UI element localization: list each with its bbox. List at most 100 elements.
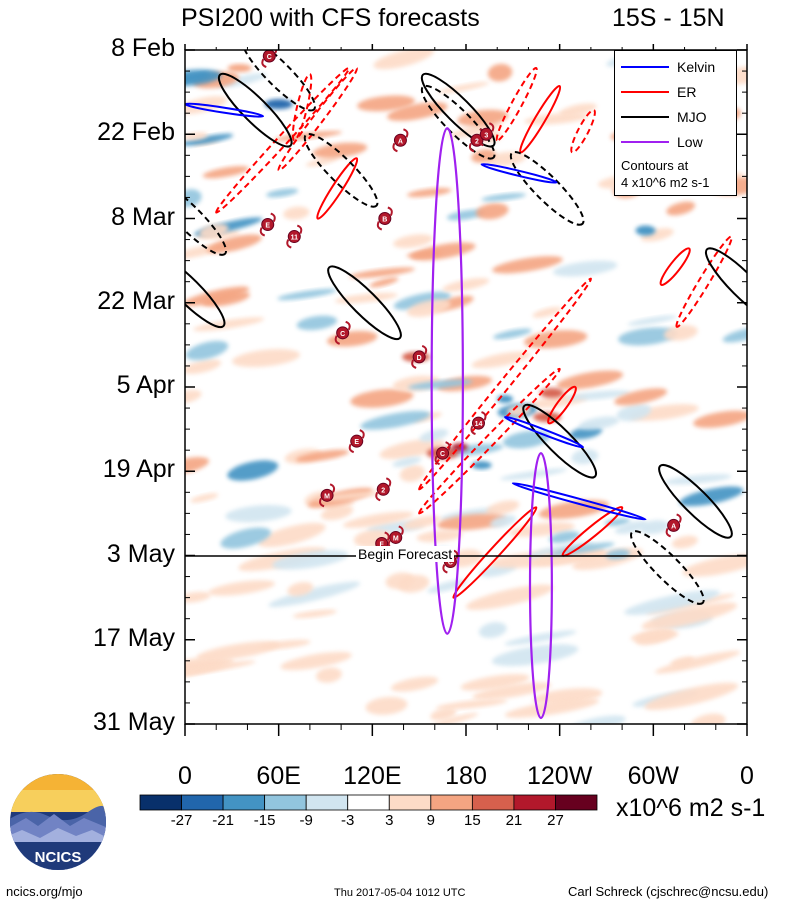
colorbar-tick-label: 21	[505, 812, 523, 829]
shading-blob	[220, 527, 271, 549]
storm-symbol	[471, 416, 485, 430]
shading-core	[227, 64, 252, 73]
shading-blob	[641, 602, 738, 630]
colorbar-swatch	[222, 794, 266, 811]
shading-blob	[481, 193, 527, 202]
legend-swatch	[621, 116, 669, 118]
shading-blob	[457, 109, 509, 127]
shading-blob	[618, 327, 677, 346]
storm-label: D	[417, 355, 422, 362]
contour-note-line2: 4 x10^6 m2 s-1	[621, 175, 710, 190]
storm-arms	[442, 549, 459, 574]
storm-marker: B	[376, 206, 393, 231]
axis-ticks	[184, 44, 748, 736]
shading-blob	[185, 189, 202, 208]
storm-marker: E	[259, 212, 276, 237]
low-frequency-contours	[430, 127, 553, 720]
storm-symbol	[667, 518, 681, 532]
storm-marker: 11	[286, 224, 303, 249]
storm-label: A	[398, 138, 403, 145]
colorbar-swatch	[513, 794, 556, 811]
storm-arms	[376, 206, 393, 231]
legend-label: Low	[677, 134, 703, 150]
x-tick-label: 60W	[627, 762, 680, 790]
region-label: 15S - 15N	[612, 4, 725, 32]
shading-blob	[392, 456, 422, 468]
x-tick-label: 180	[445, 762, 487, 790]
colorbar-units: x10^6 m2 s-1	[616, 794, 766, 822]
shading-blob	[387, 102, 448, 121]
kelvin-contour	[185, 102, 265, 118]
colorbar-tick-label: -15	[253, 812, 276, 829]
mjo-contour	[185, 253, 226, 329]
storm-marker: 14	[470, 411, 487, 436]
kelvin-contour	[504, 415, 585, 449]
storm-symbol	[393, 133, 407, 147]
shading-core	[471, 461, 492, 470]
er-contour	[547, 385, 577, 425]
mjo-contour	[241, 50, 317, 112]
colorbar-tick-label: -27	[170, 812, 193, 829]
storm-label: 2	[475, 138, 479, 145]
timestamp: Thu 2017-05-04 1012 UTC	[334, 887, 466, 899]
shading-blob	[635, 628, 674, 646]
colorbar-swatch	[305, 794, 349, 811]
shading-blob	[272, 550, 349, 570]
shading-blob	[266, 188, 299, 198]
storm-marker: A	[665, 513, 682, 538]
logo-text: NCICS	[35, 849, 82, 866]
colorbar	[139, 794, 598, 811]
y-tick-label: 17 May	[93, 623, 175, 652]
shading-blob	[406, 187, 452, 198]
storm-label: E	[265, 223, 270, 230]
storm-symbol	[412, 350, 426, 364]
storm-symbol	[479, 127, 493, 141]
storm-label: C	[448, 560, 453, 567]
shading-blob	[206, 234, 262, 254]
shading-blob	[491, 644, 579, 667]
storm-symbol	[261, 218, 275, 232]
shading-blob	[393, 234, 433, 248]
shading-blob	[185, 340, 229, 361]
storm-label: M	[393, 535, 399, 542]
colorbar-swatch	[347, 794, 390, 811]
shading-blob	[604, 518, 631, 527]
shading-blob	[435, 699, 508, 710]
shading-blob	[478, 622, 507, 638]
shading-blob	[193, 317, 265, 332]
colorbar-swatch	[264, 794, 307, 811]
shading-blob	[295, 449, 349, 462]
shading-blob	[679, 486, 744, 507]
shading-blob	[287, 582, 314, 597]
storm-arms	[470, 411, 487, 436]
legend-label: Kelvin	[677, 59, 716, 75]
shading-blob	[664, 474, 732, 485]
y-tick-label: 22 Mar	[97, 286, 175, 315]
shading-blob	[670, 656, 695, 668]
colorbar-tick-label: -9	[299, 812, 313, 829]
mjo-contour	[630, 530, 705, 605]
shading-blob	[379, 438, 445, 460]
mjo-contours	[185, 50, 747, 605]
er-contour	[495, 66, 538, 142]
storm-symbol	[436, 446, 450, 460]
mjo-contour	[303, 132, 379, 208]
mjo-contour	[704, 247, 747, 323]
shading-blob	[385, 572, 415, 590]
shading-blob	[471, 351, 531, 369]
y-tick-label: 31 May	[93, 708, 175, 736]
er-contour	[418, 367, 561, 515]
er-contour	[659, 247, 691, 286]
storm-label: C	[267, 54, 272, 61]
storm-arms	[392, 128, 409, 153]
x-tick-label: 120E	[343, 762, 402, 790]
shading-blob	[208, 580, 275, 596]
storm-arms	[334, 320, 351, 345]
ncics-logo: NCICS	[10, 774, 106, 870]
anomaly-shading	[185, 50, 747, 724]
colorbar-tick-label: 15	[464, 812, 481, 829]
er-contour	[519, 85, 562, 154]
shading-blob	[373, 50, 435, 70]
shading-blob	[722, 327, 747, 343]
shading-blob	[465, 584, 554, 610]
